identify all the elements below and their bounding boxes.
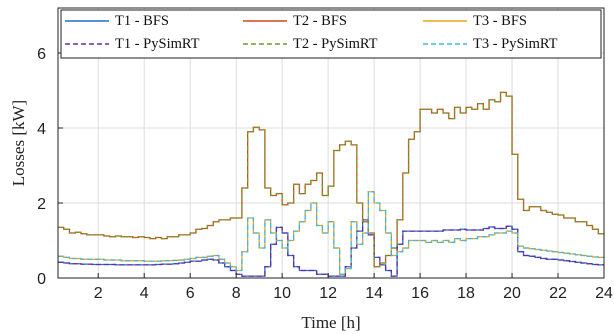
legend-label: T2 - BFS bbox=[293, 13, 347, 29]
legend-label: T1 - PySimRT bbox=[115, 36, 200, 52]
x-tick-label: 12 bbox=[319, 285, 337, 302]
y-tick-label: 2 bbox=[37, 196, 46, 213]
x-tick-label: 6 bbox=[186, 285, 195, 302]
y-tick-label: 6 bbox=[37, 46, 46, 63]
legend-label: T3 - BFS bbox=[473, 13, 527, 29]
x-tick-label: 8 bbox=[232, 285, 241, 302]
x-tick-label: 4 bbox=[140, 285, 149, 302]
x-tick-label: 16 bbox=[411, 285, 429, 302]
legend-label: T2 - PySimRT bbox=[293, 36, 378, 52]
x-tick-label: 2 bbox=[94, 285, 103, 302]
y-tick-label: 4 bbox=[37, 121, 46, 138]
series-line-4 bbox=[58, 219, 604, 277]
x-tick-label: 10 bbox=[273, 285, 291, 302]
legend-label: T3 - PySimRT bbox=[473, 36, 558, 52]
x-axis-title: Time [h] bbox=[301, 313, 360, 332]
y-tick-label: 0 bbox=[37, 271, 46, 288]
series-line-5 bbox=[58, 91, 604, 268]
legend-box bbox=[60, 9, 602, 59]
y-axis-title: Losses [kW] bbox=[9, 100, 28, 186]
x-tick-label: 18 bbox=[457, 285, 475, 302]
x-tick-label: 22 bbox=[549, 285, 567, 302]
x-tick-label: 14 bbox=[365, 285, 383, 302]
x-tick-label: 24 bbox=[595, 285, 613, 302]
legend: T1 - BFS T2 - BFS T3 - BFS T1 - PySimRT T2 -… bbox=[60, 9, 602, 59]
plot-frame bbox=[57, 7, 605, 279]
legend-label: T1 - BFS bbox=[115, 13, 169, 29]
series-line-6 bbox=[58, 191, 604, 275]
x-tick-label: 20 bbox=[503, 285, 521, 302]
series-lines bbox=[58, 91, 604, 277]
